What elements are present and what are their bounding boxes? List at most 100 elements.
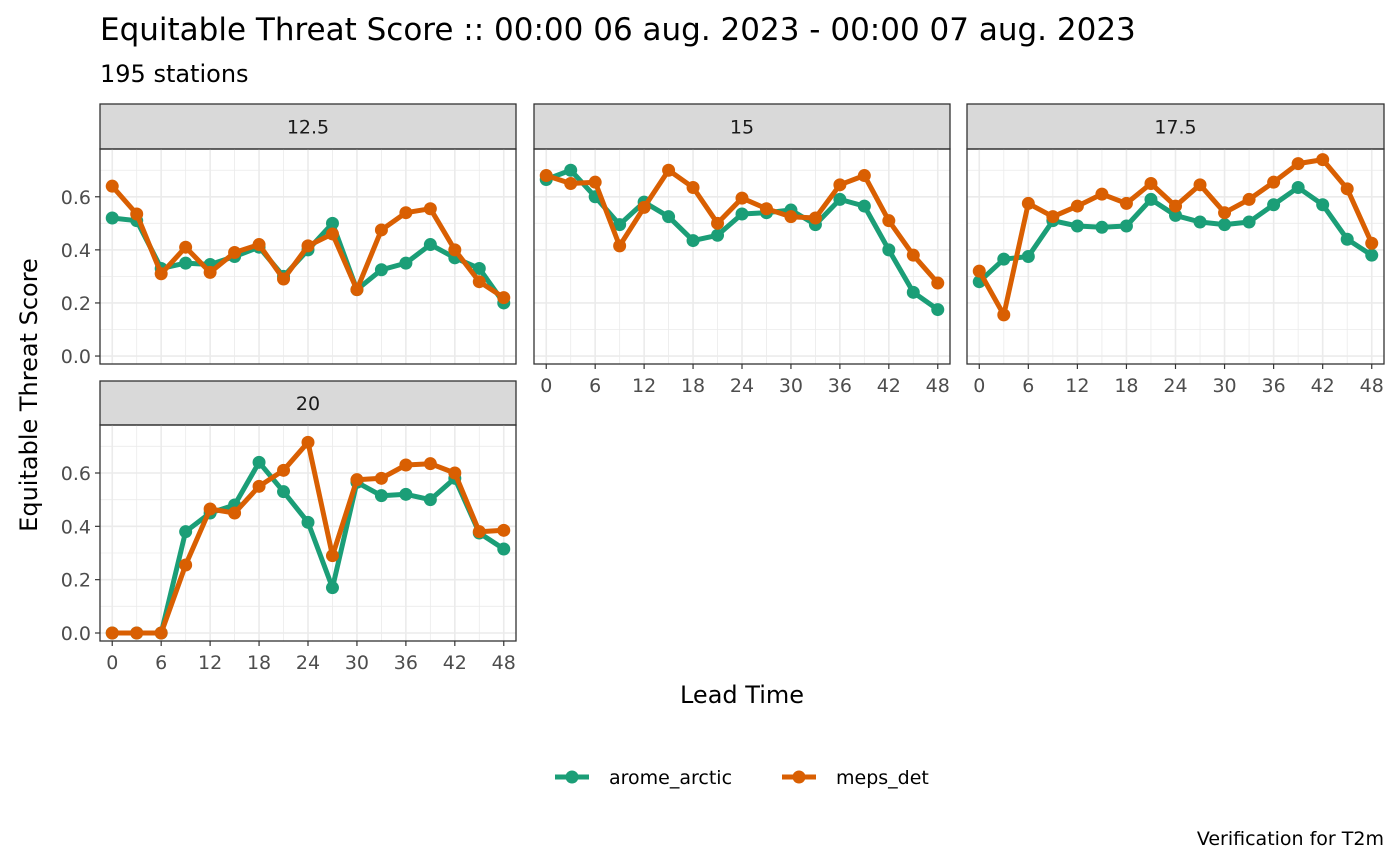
strip-header (99, 380, 517, 426)
legend-label: arome_arctic (609, 767, 732, 789)
data-point-meps_det (130, 207, 144, 221)
x-tick-label: 24 (296, 652, 320, 674)
data-point-arome_arctic (997, 252, 1011, 266)
data-point-meps_det (1316, 153, 1330, 167)
data-point-arome_arctic (686, 234, 700, 248)
x-tick-label: 0 (540, 375, 552, 397)
data-point-arome_arctic (662, 210, 676, 224)
data-point-meps_det (277, 463, 291, 477)
data-point-meps_det (325, 549, 339, 563)
legend-label: meps_det (836, 767, 929, 789)
data-point-meps_det (1046, 210, 1060, 224)
data-point-meps_det (857, 169, 871, 183)
data-point-meps_det (1169, 199, 1182, 213)
data-point-meps_det (808, 211, 822, 225)
strip-header (99, 103, 517, 150)
data-point-meps_det (972, 264, 986, 278)
data-point-meps_det (399, 458, 413, 472)
data-point-meps_det (1340, 182, 1354, 196)
data-point-arome_arctic (711, 228, 725, 242)
data-point-meps_det (1119, 196, 1133, 210)
data-point-meps_det (423, 457, 437, 471)
data-point-arome_arctic (931, 303, 945, 317)
data-point-meps_det (1144, 177, 1158, 191)
x-tick-label: 36 (828, 375, 852, 397)
x-tick-label: 12 (1065, 375, 1089, 397)
data-point-meps_det (931, 276, 945, 290)
y-tick-label: 0.4 (61, 240, 91, 262)
data-point-meps_det (662, 163, 676, 177)
data-point-arome_arctic (1193, 215, 1207, 229)
x-tick-label: 18 (1114, 375, 1138, 397)
legend-item-arome_arctic: arome_arctic (555, 767, 732, 789)
y-tick-label: 0.6 (61, 187, 91, 209)
legend-item-meps_det: meps_det (782, 767, 929, 789)
legend-key-point (792, 770, 806, 784)
data-point-meps_det (448, 466, 462, 480)
series-arome_arctic (539, 163, 945, 317)
data-point-arome_arctic (252, 455, 266, 469)
data-point-meps_det (497, 523, 511, 537)
x-tick-label: 18 (247, 652, 271, 674)
data-point-meps_det (1365, 236, 1379, 250)
data-point-arome_arctic (374, 489, 388, 503)
y-tick-label: 0.6 (61, 463, 91, 485)
data-point-meps_det (105, 179, 119, 193)
data-point-arome_arctic (423, 238, 437, 252)
x-tick-label: 42 (443, 652, 467, 674)
x-tick-label: 48 (926, 375, 950, 397)
y-tick-label: 0.2 (61, 293, 91, 315)
x-axis-title: Lead Time (680, 681, 804, 709)
strip-label: 15 (730, 117, 754, 139)
data-point-arome_arctic (179, 256, 193, 270)
x-tick-label: 24 (1163, 375, 1187, 397)
data-point-meps_det (1242, 192, 1256, 206)
y-tick-label: 0.4 (61, 516, 91, 538)
panel-3: 20 0.0 0.2 0.4 0.6 0 6 12 18 24 30 36 42 48 (61, 380, 517, 674)
data-point-meps_det (1193, 178, 1207, 192)
data-point-meps_det (374, 471, 388, 485)
series-arome_arctic (972, 180, 1379, 289)
x-tick-label: 30 (779, 375, 803, 397)
series-meps_det (972, 153, 1379, 322)
data-point-arome_arctic (105, 211, 119, 225)
chart-subtitle: 195 stations (100, 60, 249, 88)
x-tick-label: 18 (681, 375, 705, 397)
data-point-arome_arctic (1340, 232, 1354, 246)
data-point-arome_arctic (399, 256, 413, 270)
panel-1: 15 0 6 12 18 24 30 36 42 48 (533, 103, 951, 397)
data-point-meps_det (539, 169, 553, 183)
data-point-meps_det (1267, 175, 1281, 189)
x-tick-label: 48 (492, 652, 516, 674)
data-point-arome_arctic (423, 493, 437, 507)
gridlines (967, 149, 1384, 364)
data-point-arome_arctic (301, 515, 315, 529)
strip-label: 17.5 (1154, 117, 1196, 139)
gridlines (100, 149, 516, 364)
data-point-meps_det (588, 175, 602, 189)
data-point-meps_det (472, 525, 486, 539)
data-point-arome_arctic (1021, 250, 1035, 263)
data-point-arome_arctic (1095, 220, 1109, 234)
data-point-meps_det (686, 180, 700, 194)
data-point-arome_arctic (1242, 215, 1256, 229)
data-point-meps_det (203, 265, 217, 279)
x-tick-label: 30 (1212, 375, 1236, 397)
data-point-arome_arctic (1218, 218, 1232, 232)
data-point-arome_arctic (374, 263, 388, 277)
data-point-arome_arctic (1267, 198, 1281, 212)
panel-0: 12.5 0.0 0.2 0.4 0.6 (61, 103, 517, 368)
data-point-meps_det (374, 223, 388, 237)
data-point-meps_det (228, 246, 242, 260)
x-tick-label: 36 (1262, 375, 1286, 397)
series-meps_det (539, 163, 945, 290)
strip-label: 12.5 (287, 117, 329, 139)
panels: 12.5 0.0 0.2 0.4 0.6 15 0 6 12 18 24 30 36 42 48 17.5 0 6… (61, 103, 1385, 674)
data-point-arome_arctic (564, 163, 578, 177)
x-tick-label: 0 (106, 652, 118, 674)
data-point-arome_arctic (735, 207, 749, 221)
data-point-arome_arctic (1291, 180, 1305, 194)
y-tick-label: 0.0 (61, 346, 91, 368)
data-point-meps_det (277, 272, 291, 286)
data-point-meps_det (350, 283, 364, 297)
